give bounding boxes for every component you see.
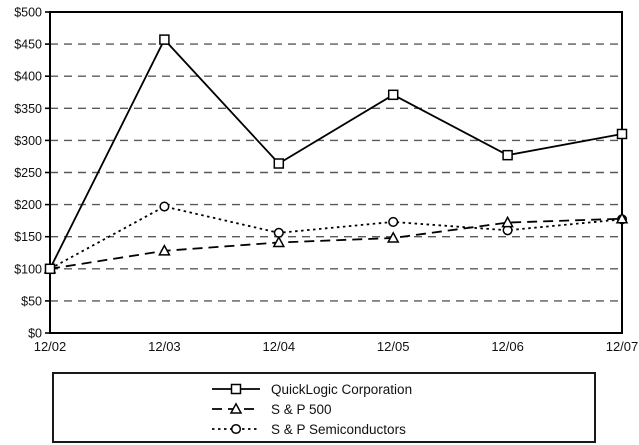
series-line-circle bbox=[49, 205, 623, 270]
triangle-marker-icon bbox=[229, 402, 243, 414]
solid-line-sample bbox=[212, 383, 260, 395]
legend-item-s-p-500: S & P 500 bbox=[212, 399, 594, 419]
circle-marker-icon bbox=[388, 216, 399, 227]
y-axis-tick-label: $0 bbox=[28, 327, 42, 341]
y-axis-tick-label: $500 bbox=[14, 6, 42, 20]
dashed-line-sample bbox=[212, 402, 260, 414]
y-axis-tick-label: $100 bbox=[14, 262, 42, 276]
square-marker-icon bbox=[387, 89, 399, 101]
legend-item-s-p-semiconductors: S & P Semiconductors bbox=[212, 419, 594, 439]
legend-label: S & P 500 bbox=[271, 401, 332, 417]
y-axis-tick-label: $150 bbox=[14, 230, 42, 244]
triangle-marker-icon bbox=[615, 211, 629, 224]
legend-item-quicklogic-corporation: QuickLogic Corporation bbox=[212, 379, 594, 399]
triangle-marker-icon bbox=[501, 215, 514, 228]
x-axis-tick-label: 12/04 bbox=[263, 339, 296, 354]
x-axis-tick-label: 12/03 bbox=[148, 339, 181, 354]
square-marker-icon bbox=[159, 34, 170, 45]
y-axis-tick-label: $250 bbox=[14, 166, 42, 180]
series-line-triangle bbox=[49, 217, 623, 270]
square-marker-icon bbox=[44, 263, 56, 275]
y-axis-tick-label: $300 bbox=[14, 134, 42, 148]
x-axis-tick-label: 12/07 bbox=[606, 339, 639, 354]
square-marker-icon bbox=[273, 158, 285, 169]
y-axis-tick-label: $400 bbox=[14, 70, 42, 84]
plot-area: $0 $50 $100 $150 $200 $250 $300 $350 $400 $450 $50… bbox=[14, 6, 639, 355]
triangle-marker-icon bbox=[386, 231, 400, 243]
series-line-square bbox=[49, 38, 623, 270]
dotted-line-sample bbox=[212, 423, 260, 435]
x-axis-tick-label: 12/02 bbox=[34, 339, 67, 354]
y-axis-tick-label: $350 bbox=[14, 102, 42, 116]
y-axis-tick-label: $50 bbox=[21, 294, 42, 308]
y-axis-tick-label: $450 bbox=[14, 38, 42, 52]
circle-marker-icon bbox=[230, 423, 242, 435]
square-marker-icon bbox=[230, 383, 242, 395]
legend-label: S & P Semiconductors bbox=[271, 421, 406, 437]
x-axis-tick-label: 12/06 bbox=[491, 339, 524, 354]
y-axis-tick-label: $200 bbox=[14, 198, 42, 212]
legend-label: QuickLogic Corporation bbox=[271, 381, 413, 397]
x-axis-tick-label: 12/05 bbox=[377, 339, 410, 354]
square-marker-icon bbox=[616, 128, 628, 140]
square-marker-icon bbox=[502, 149, 513, 161]
circle-marker-icon bbox=[159, 201, 170, 212]
legend-box: QuickLogic Corporation S & P 500 S & P Sem… bbox=[52, 372, 596, 443]
triangle-marker-icon bbox=[158, 244, 171, 256]
triangle-marker-icon bbox=[272, 235, 286, 248]
